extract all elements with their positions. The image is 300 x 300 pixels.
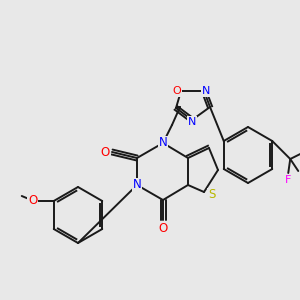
Text: O: O bbox=[172, 86, 182, 96]
Text: N: N bbox=[202, 86, 210, 96]
Text: N: N bbox=[188, 117, 196, 127]
Text: N: N bbox=[159, 136, 167, 149]
Text: N: N bbox=[133, 178, 141, 191]
Text: F: F bbox=[285, 175, 291, 185]
Text: O: O bbox=[100, 146, 109, 158]
Text: S: S bbox=[208, 188, 216, 202]
Text: O: O bbox=[158, 223, 168, 236]
Text: O: O bbox=[28, 194, 38, 208]
